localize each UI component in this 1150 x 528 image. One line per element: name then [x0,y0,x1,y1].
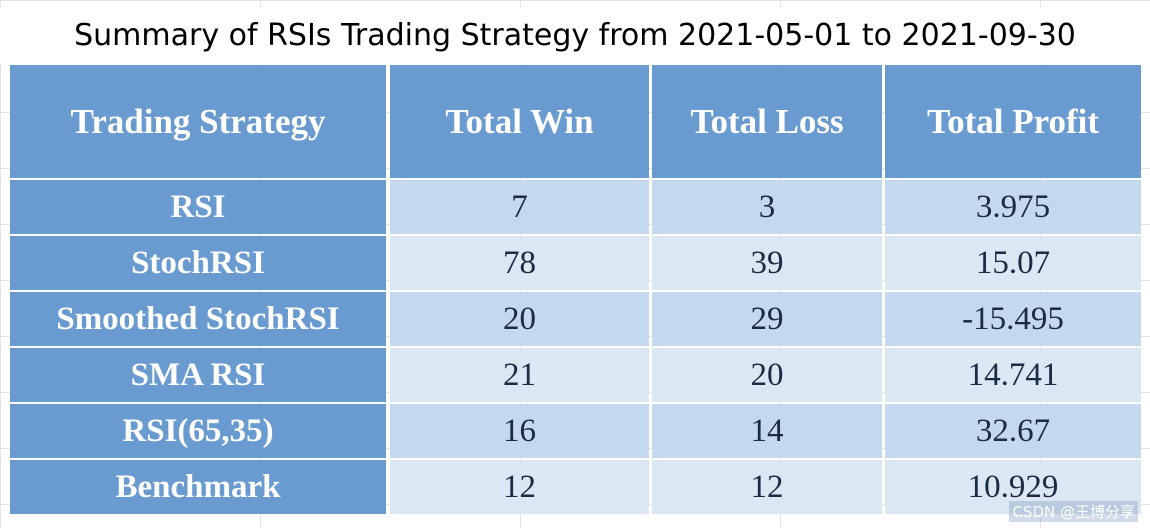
table-cell: 3 [652,180,882,234]
table-cell: 15.07 [885,236,1141,290]
table-cell: 10.929 [885,460,1141,514]
header-cell: Total Profit [885,65,1141,178]
row-header-cell: Benchmark [10,460,386,514]
watermark: CSDN @王博分享 [1009,501,1138,522]
table-cell: 32.67 [885,404,1141,458]
table-cell: 20 [652,348,882,402]
table-cell: 21 [390,348,649,402]
table-cell: -15.495 [885,292,1141,346]
row-header-cell: Smoothed StochRSI [10,292,386,346]
table-cell: 29 [652,292,882,346]
header-cell: Total Loss [652,65,882,178]
table-cell: 39 [652,236,882,290]
row-header-cell: RSI(65,35) [10,404,386,458]
table-cell: 20 [390,292,649,346]
row-header-cell: SMA RSI [10,348,386,402]
table-cell: 14 [652,404,882,458]
table-cell: 14.741 [885,348,1141,402]
header-cell: Total Win [390,65,649,178]
table-cell: 16 [390,404,649,458]
header-cell: Trading Strategy [10,65,386,178]
table-cell: 12 [652,460,882,514]
table-cell: 78 [390,236,649,290]
table-cell: 7 [390,180,649,234]
row-header-cell: StochRSI [10,236,386,290]
row-header-cell: RSI [10,180,386,234]
table-title: Summary of RSIs Trading Strategy from 20… [0,8,1150,64]
table-cell: 12 [390,460,649,514]
table-cell: 3.975 [885,180,1141,234]
